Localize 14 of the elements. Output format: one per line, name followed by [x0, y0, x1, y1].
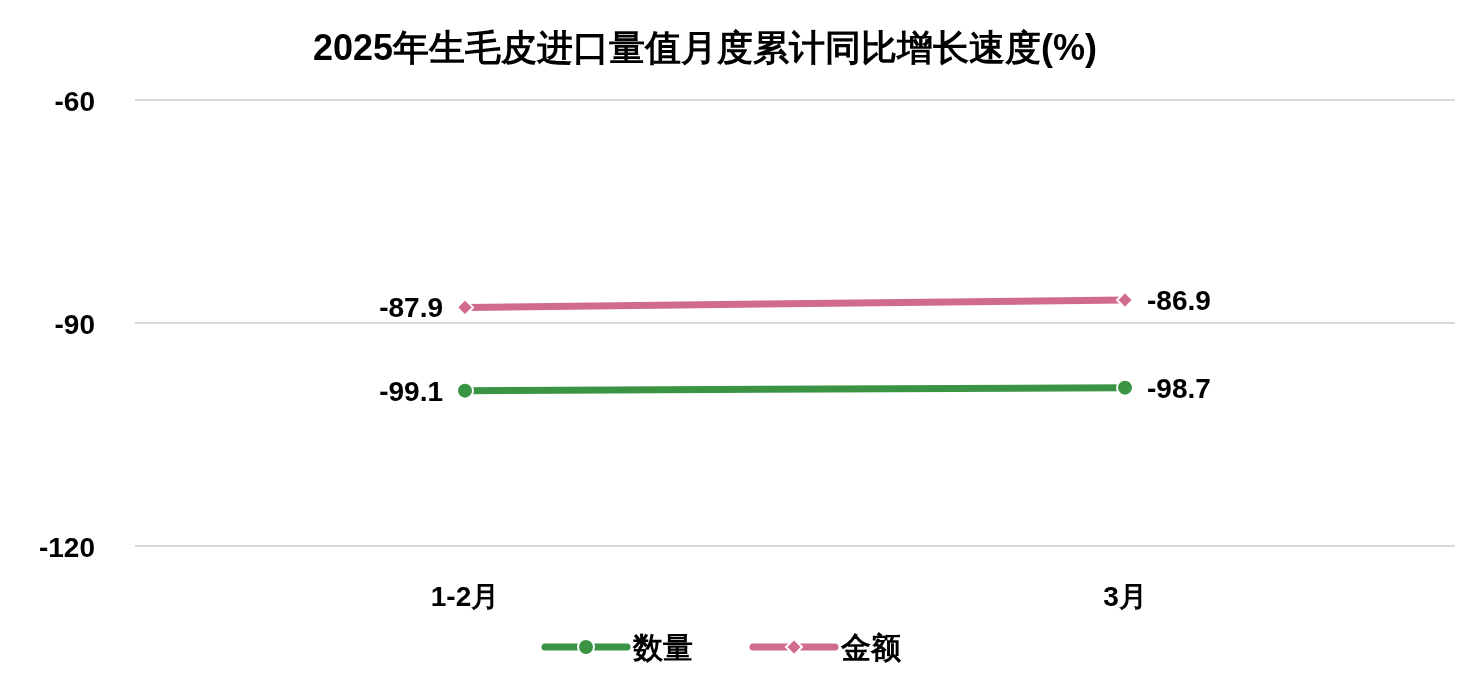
y-tick-label: -90 — [54, 309, 95, 340]
x-tick-label: 3月 — [1103, 581, 1147, 612]
legend-label: 数量 — [632, 631, 693, 664]
point — [456, 381, 474, 400]
chart-title: 2025年生毛皮进口量值月度累计同比增长速度(%) — [312, 27, 1098, 68]
x-tick-label: 1-2月 — [430, 581, 500, 612]
y-tick-label: -60 — [54, 86, 95, 117]
y-tick-label: -120 — [38, 532, 95, 563]
legend-label: 金额 — [840, 631, 901, 664]
data-label: -98.7 — [1147, 372, 1211, 404]
data-label: -87.9 — [379, 292, 443, 324]
data-label: -86.9 — [1147, 284, 1211, 316]
data-label: -99.1 — [379, 375, 443, 407]
point — [1116, 378, 1134, 397]
